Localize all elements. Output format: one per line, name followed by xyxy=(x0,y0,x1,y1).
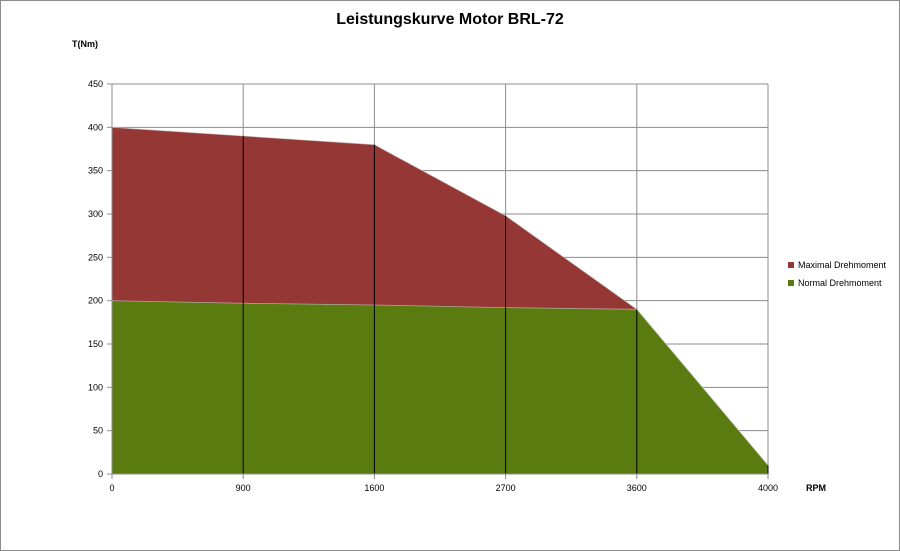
y-tick-label-200: 200 xyxy=(88,296,103,306)
y-tick-label-350: 350 xyxy=(88,166,103,176)
x-axis-unit-label: RPM xyxy=(806,483,826,493)
legend-swatch-normal-drehmoment xyxy=(788,280,794,286)
chart-title: Leistungskurve Motor BRL-72 xyxy=(336,11,564,28)
axes xyxy=(107,83,769,479)
x-tick-label-3600: 3600 xyxy=(627,483,647,493)
y-tick-label-0: 0 xyxy=(98,469,103,479)
category-lines xyxy=(242,84,769,474)
area-normal-drehmoment xyxy=(112,300,768,474)
x-tick-label-1600: 1600 xyxy=(364,483,384,493)
y-tick-label-450: 450 xyxy=(88,79,103,89)
x-tick-label-0: 0 xyxy=(109,483,114,493)
y-tick-labels: 0 50 100 150 200 250 300 350 400 450 xyxy=(88,79,103,479)
y-tick-label-100: 100 xyxy=(88,382,103,392)
y-axis-unit-label: T(Nm) xyxy=(72,39,98,49)
area-edge-normal-drehmoment xyxy=(111,300,769,466)
y-tick-label-150: 150 xyxy=(88,339,103,349)
legend: Maximal Drehmoment Normal Drehmoment xyxy=(788,260,887,288)
y-tick-label-300: 300 xyxy=(88,209,103,219)
x-tick-label-2700: 2700 xyxy=(496,483,516,493)
legend-swatch-maximal-drehmoment xyxy=(788,262,794,268)
y-tick-label-250: 250 xyxy=(88,252,103,262)
y-tick-label-50: 50 xyxy=(93,426,103,436)
x-tick-labels: 0 900 1600 2700 3600 4000 xyxy=(109,483,778,493)
legend-label-maximal-drehmoment: Maximal Drehmoment xyxy=(798,260,887,270)
legend-label-normal-drehmoment: Normal Drehmoment xyxy=(798,278,882,288)
x-tick-label-900: 900 xyxy=(236,483,251,493)
x-tick-label-4000: 4000 xyxy=(758,483,778,493)
plot-areas xyxy=(111,126,769,474)
y-tick-label-400: 400 xyxy=(88,122,103,132)
